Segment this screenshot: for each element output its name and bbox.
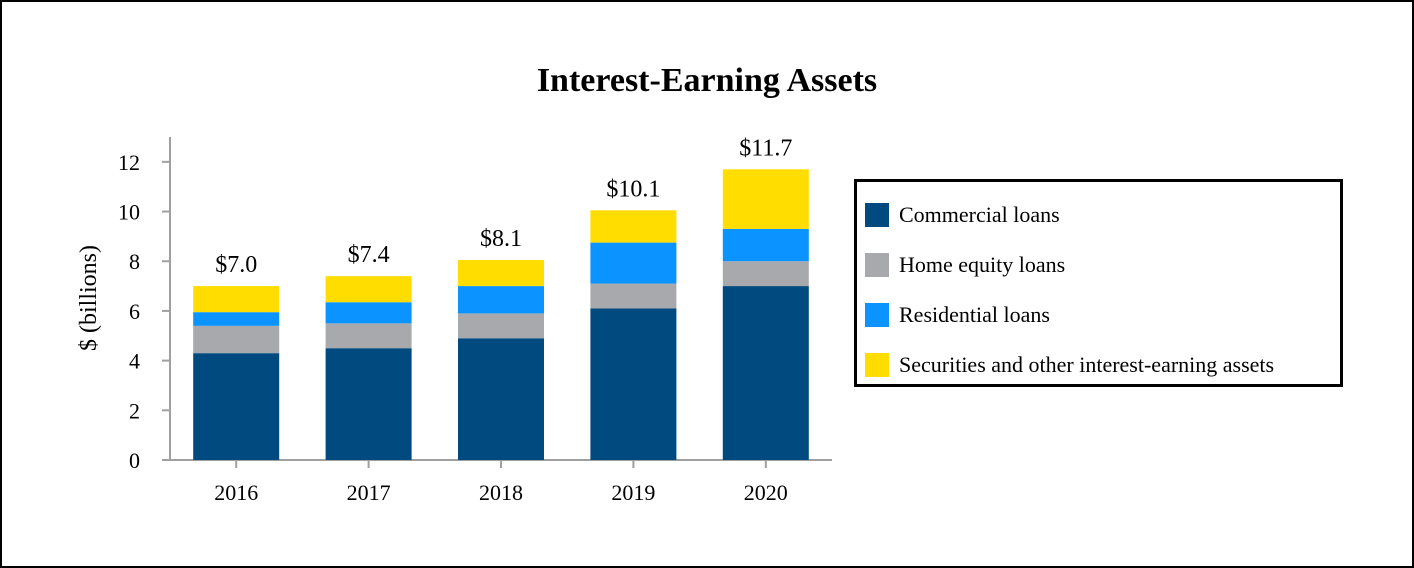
bar-segment [590,242,677,284]
total-label: $7.4 [348,242,390,268]
bar-segment [722,169,809,229]
bar-segment [458,259,544,287]
bar-segment [193,312,280,326]
bar-segment [722,228,809,262]
x-tick-label: 2019 [611,480,655,505]
x-tick-label: 2020 [744,480,788,505]
y-tick-label: 0 [129,448,140,473]
bar-segment [193,325,280,354]
bar-segment [193,353,280,460]
legend-swatch [865,353,889,377]
bar-segment [325,323,412,349]
y-tick-label: 6 [129,299,140,324]
bar-segment [325,348,412,460]
total-label: $7.0 [215,252,257,278]
bar-segment [590,283,677,309]
legend-label: Residential loans [899,302,1050,327]
bar-segment [325,302,412,324]
y-tick-label: 10 [118,200,140,225]
legend-item: Securities and other interest-earning as… [865,350,1274,380]
legend-item: Residential loans [865,300,1050,330]
total-label: $10.1 [606,176,660,202]
bar-segment [458,286,544,314]
total-label: $11.7 [739,135,792,161]
legend: Commercial loans Home equity loans Residen… [854,179,1343,387]
bar-segment [722,261,809,287]
total-label: $8.1 [480,226,522,252]
legend-item: Commercial loans [865,200,1060,230]
bar-segment [325,276,412,303]
bar-segment [722,286,809,460]
x-tick-label: 2018 [479,480,523,505]
y-tick-label: 2 [129,398,140,423]
x-tick-label: 2016 [214,480,258,505]
legend-label: Home equity loans [899,252,1066,277]
bar-segment [590,308,677,460]
bar-segment [458,313,544,339]
y-tick-label: 4 [129,349,140,374]
y-axis-label: $ (billions) [76,245,102,351]
legend-swatch [865,303,889,327]
bar-segment [590,210,677,243]
legend-label: Commercial loans [899,202,1060,227]
legend-item: Home equity loans [865,250,1065,280]
bar-segment [193,286,280,313]
legend-swatch [865,253,889,277]
x-tick-label: 2017 [347,480,391,505]
chart-title: Interest-Earning Assets [536,62,878,99]
legend-label: Securities and other interest-earning as… [899,352,1275,377]
y-tick-label: 12 [118,150,140,175]
y-tick-label: 8 [129,249,140,274]
bar-segment [458,338,544,460]
legend-swatch [865,203,889,227]
